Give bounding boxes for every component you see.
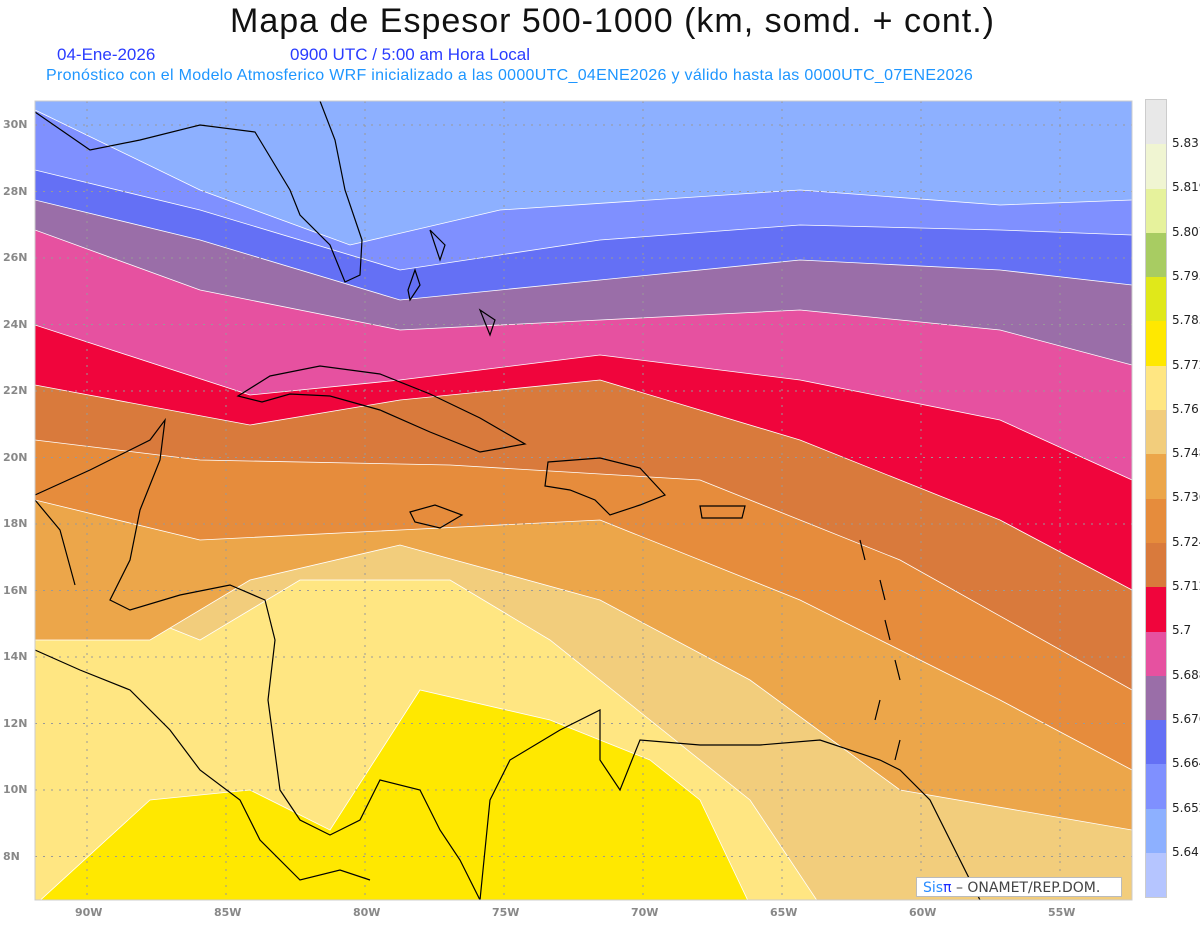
colorbar-label: 5.819 — [1172, 180, 1200, 195]
lat-tick-label: 20N — [3, 450, 28, 464]
lat-tick-label: 14N — [3, 650, 28, 663]
colorbar-label: 5.664 — [1172, 756, 1200, 771]
yucatan — [35, 499, 76, 586]
pacific-coast — [35, 649, 371, 881]
lon-tick-label: 65W — [770, 906, 798, 919]
grid-lines — [35, 101, 1132, 900]
colorbar-label: 5.7 — [1172, 623, 1192, 638]
credit-box: Sisπ – ONAMET/REP.DOM. — [916, 877, 1122, 897]
central-america — [35, 417, 481, 900]
thickness-bands — [35, 101, 1132, 900]
lat-tick-label: 26N — [3, 251, 28, 264]
colorbar-label: 5.807 — [1172, 224, 1200, 239]
cuba — [236, 365, 527, 453]
lat-tick-label: 12N — [3, 716, 28, 730]
lat-tick-label: 28N — [3, 184, 28, 198]
lat-tick-label: 8N — [3, 849, 20, 863]
lat-tick-label: 18N — [3, 517, 28, 530]
colorbar-swatch — [1146, 764, 1166, 809]
lat-tick-label: 22N — [3, 384, 28, 397]
south-america-coast — [479, 709, 981, 900]
colorbar-swatch — [1146, 454, 1166, 499]
bahamas — [407, 229, 496, 337]
colorbar — [1145, 99, 1167, 899]
colorbar-swatch — [1146, 277, 1166, 322]
coastlines — [35, 101, 981, 900]
colorbar-swatch — [1146, 498, 1166, 543]
lon-tick-label: 60W — [909, 906, 937, 919]
colorbar-swatch — [1146, 144, 1166, 189]
florida-coast — [35, 101, 363, 283]
lon-tick-label: 70W — [631, 906, 659, 919]
time-label: 0900 UTC / 5:00 am Hora Local — [290, 45, 531, 64]
colorbar-swatch — [1146, 808, 1166, 854]
thickness-band — [35, 101, 1132, 246]
lesser-antilles — [859, 539, 901, 761]
colorbar-swatch — [1146, 365, 1166, 411]
lon-tick-label: 90W — [75, 906, 103, 919]
lon-tick-label: 80W — [353, 906, 381, 919]
forecast-info: Pronóstico con el Modelo Atmosferico WRF… — [46, 67, 974, 84]
lat-tick-label: 24N — [3, 317, 28, 331]
colorbar-label: 5.748 — [1172, 446, 1200, 461]
colorbar-swatch — [1146, 720, 1166, 765]
colorbar-swatch — [1146, 853, 1166, 898]
colorbar-swatch — [1146, 631, 1166, 676]
colorbar-swatch — [1146, 321, 1166, 366]
puerto-rico — [699, 505, 746, 519]
colorbar-label: 5.772 — [1172, 357, 1200, 372]
lon-tick-label: 75W — [492, 906, 520, 919]
credit-sis: Sis — [923, 880, 944, 896]
lon-tick-label: 55W — [1048, 906, 1076, 919]
lat-tick-label: 16N — [3, 583, 28, 597]
colorbar-label: 5.736 — [1172, 490, 1200, 505]
colorbar-label: 5.712 — [1172, 579, 1200, 593]
lon-tick-label: 85W — [214, 906, 242, 919]
colorbar-swatch — [1146, 542, 1166, 588]
lat-tick-label: 30N — [3, 118, 28, 131]
colorbar-swatch — [1146, 675, 1166, 721]
colorbar-label: 5.783 — [1172, 313, 1200, 328]
colorbar-swatch — [1146, 188, 1166, 233]
colorbar-label: 5.688 — [1172, 667, 1200, 682]
colorbar-label: 5.831 — [1172, 136, 1200, 150]
lat-tick-label: 10N — [3, 783, 28, 796]
colorbar-label: 5.724 — [1172, 534, 1200, 549]
colorbar-swatch — [1146, 100, 1166, 145]
map-title: Mapa de Espesor 500-1000 (km, somd. + co… — [230, 2, 995, 40]
jamaica — [409, 504, 464, 529]
credit-text: – ONAMET/REP.DOM. — [951, 880, 1101, 896]
colorbar-label: 5.64 — [1172, 844, 1199, 859]
colorbar-swatch — [1146, 587, 1166, 632]
colorbar-label: 5.76 — [1172, 401, 1199, 416]
colorbar-label: 5.652 — [1172, 800, 1200, 815]
hispaniola — [544, 457, 667, 516]
colorbar-swatch — [1146, 410, 1166, 455]
colorbar-swatch — [1146, 232, 1166, 278]
colorbar-label: 5.795 — [1172, 268, 1200, 283]
date-label: 04-Ene-2026 — [57, 45, 156, 64]
credit-pi: π — [943, 880, 952, 896]
colorbar-label: 5.676 — [1172, 711, 1200, 726]
